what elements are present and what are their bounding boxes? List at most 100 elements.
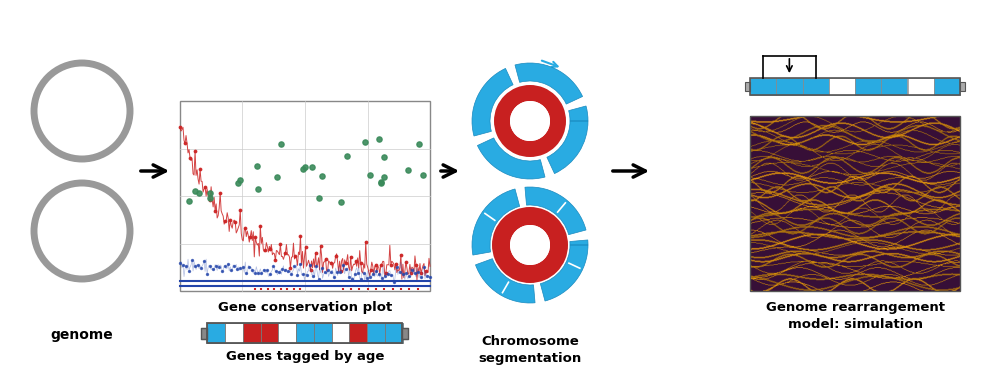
Point	[267, 257, 283, 263]
Point	[202, 190, 218, 196]
Point	[348, 258, 364, 264]
Point	[274, 266, 290, 272]
Point	[190, 263, 206, 269]
Bar	[829, 78, 855, 95]
Bar	[225, 323, 243, 343]
Point	[177, 140, 193, 146]
Wedge shape	[477, 138, 545, 179]
Point	[308, 250, 324, 256]
Point	[362, 274, 378, 280]
Point	[250, 186, 266, 192]
Point	[208, 263, 224, 269]
Bar	[296, 323, 314, 343]
Point	[360, 286, 376, 292]
Point	[393, 286, 409, 292]
Point	[273, 286, 289, 292]
Wedge shape	[569, 106, 588, 121]
Text: Genes tagged by age: Genes tagged by age	[226, 350, 384, 363]
Wedge shape	[472, 68, 513, 136]
Point	[386, 279, 402, 285]
Bar	[750, 78, 960, 95]
Point	[314, 265, 330, 271]
Point	[357, 139, 373, 145]
Wedge shape	[547, 121, 588, 173]
Point	[398, 270, 414, 276]
Point	[363, 267, 379, 273]
Point	[411, 141, 427, 147]
Point	[273, 141, 289, 147]
Point	[413, 274, 429, 280]
Point	[328, 253, 344, 259]
Circle shape	[510, 101, 550, 141]
Bar	[278, 323, 296, 343]
Point	[282, 265, 298, 271]
Point	[384, 286, 400, 292]
Point	[277, 267, 293, 273]
Point	[416, 264, 432, 270]
Point	[344, 276, 360, 282]
Bar	[180, 101, 430, 291]
Point	[334, 286, 351, 292]
Wedge shape	[494, 85, 566, 157]
Point	[253, 286, 269, 292]
Bar	[402, 327, 408, 339]
Point	[368, 286, 384, 292]
Text: genome: genome	[51, 328, 113, 342]
Bar	[261, 323, 278, 343]
Point	[303, 267, 319, 273]
Point	[257, 247, 273, 253]
Point	[222, 217, 238, 223]
Point	[207, 208, 223, 214]
Point	[365, 270, 381, 276]
Bar	[243, 323, 261, 343]
Point	[353, 276, 369, 282]
Point	[232, 265, 248, 271]
Point	[253, 270, 269, 276]
Point	[280, 268, 296, 274]
Point	[227, 219, 243, 225]
Point	[175, 262, 191, 268]
Point	[286, 286, 302, 292]
Point	[181, 198, 197, 204]
Point	[295, 166, 311, 172]
Point	[205, 266, 221, 272]
Point	[271, 269, 287, 275]
Point	[373, 263, 389, 269]
Text: Genome rearrangement
model: simulation: Genome rearrangement model: simulation	[766, 301, 945, 331]
Point	[318, 256, 334, 262]
Point	[256, 267, 272, 273]
Point	[247, 234, 263, 240]
Point	[197, 184, 213, 190]
Point	[237, 225, 253, 231]
Point	[212, 190, 228, 196]
Point	[182, 155, 198, 161]
Text: Gene conservation plot: Gene conservation plot	[218, 301, 392, 314]
Point	[292, 261, 308, 267]
Point	[196, 258, 212, 264]
Point	[338, 260, 354, 266]
Wedge shape	[540, 245, 588, 301]
Point	[229, 266, 245, 272]
Point	[383, 261, 399, 267]
Point	[202, 195, 218, 201]
Point	[232, 207, 248, 213]
Bar	[367, 323, 385, 343]
Point	[398, 259, 414, 265]
Point	[308, 263, 324, 269]
Point	[250, 270, 266, 276]
Point	[292, 286, 308, 292]
Point	[335, 262, 351, 268]
Point	[184, 257, 200, 263]
Point	[407, 270, 423, 276]
Bar	[207, 323, 402, 343]
Point	[320, 267, 336, 273]
Point	[292, 233, 308, 239]
Point	[311, 195, 327, 201]
Point	[262, 270, 278, 276]
Point	[272, 241, 288, 247]
Point	[333, 268, 349, 274]
Point	[401, 273, 417, 279]
Point	[358, 239, 374, 245]
Point	[339, 153, 355, 159]
Point	[374, 275, 390, 281]
